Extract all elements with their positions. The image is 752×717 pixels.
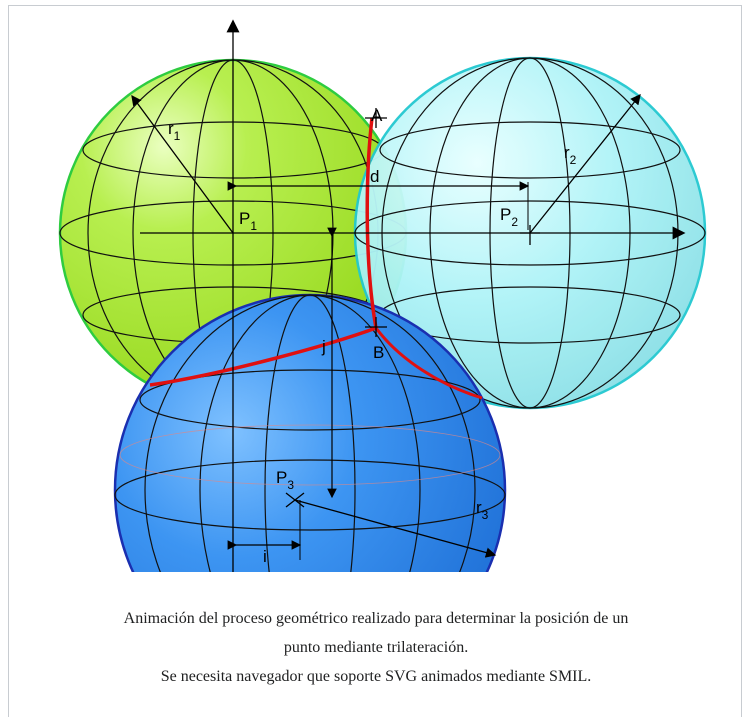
label-main: P — [500, 205, 511, 224]
label-sub: 3 — [287, 478, 294, 492]
label-sub: 3 — [482, 508, 489, 522]
label-sub: 2 — [570, 153, 577, 167]
caption: Animación del proceso geométrico realiza… — [20, 604, 732, 691]
page: {"figure": { "labels": { "A": "A", "B": … — [0, 0, 752, 713]
label-sub: 1 — [174, 129, 181, 143]
label-i: i — [263, 547, 267, 566]
label-b: B — [373, 343, 384, 362]
label-sub: 1 — [250, 219, 257, 233]
label-a: A — [371, 106, 383, 125]
label-main: P — [276, 468, 287, 487]
trilateration-diagram: A B d j i r1 r2 r3 P1 P2 P3 — [0, 0, 752, 600]
caption-line: Animación del proceso geométrico realiza… — [20, 604, 732, 633]
caption-line: Se necesita navegador que soporte SVG an… — [20, 662, 732, 691]
caption-line: punto mediante trilateración. — [20, 633, 732, 662]
label-sub: 2 — [511, 215, 518, 229]
label-d: d — [370, 167, 379, 186]
label-main: P — [239, 209, 250, 228]
label-j: j — [321, 337, 326, 356]
page-body: A B d j i r1 r2 r3 P1 P2 P3 Animación de… — [0, 0, 752, 713]
